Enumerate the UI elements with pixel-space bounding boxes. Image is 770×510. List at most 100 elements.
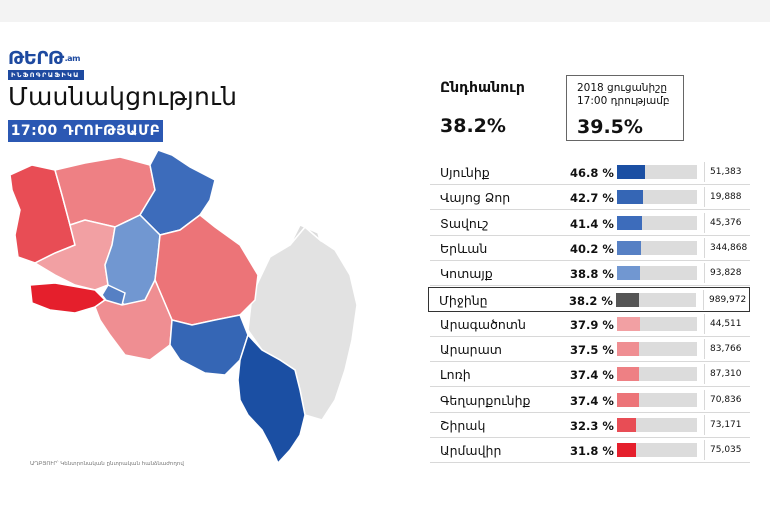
column-divider [704, 364, 705, 385]
column-divider [704, 440, 705, 461]
region-row: Կոտայք 38.8 % 93,828 [430, 261, 750, 287]
turnout-bar [617, 190, 643, 205]
logo-subtitle: ԻՆՖՈԳՐԱՖԻԿԱ [8, 70, 84, 80]
voter-count: 70,836 [710, 394, 742, 405]
previous-year-box: 2018 ցուցանիշը 17:00 դրությամբ 39.5% [566, 75, 684, 141]
turnout-bar-track [617, 392, 697, 407]
row-divider [430, 386, 750, 388]
region-percent: 38.8 % [570, 267, 614, 282]
column-divider [704, 187, 705, 208]
region-percent: 37.9 % [570, 317, 614, 332]
previous-year-value: 39.5% [577, 116, 643, 138]
turnout-bar-track [617, 342, 697, 357]
region-row: Արմավիր 31.8 % 75,035 [430, 438, 750, 464]
region-percent: 31.8 % [570, 444, 614, 459]
map-region-vayots-dzor [169, 314, 249, 376]
page-title: Մասնակցություն [8, 82, 238, 111]
region-row: Երևան 40.2 % 344,868 [430, 236, 750, 261]
voter-count: 87,310 [710, 369, 742, 380]
region-name: Արմավիր [440, 443, 502, 459]
region-row: Վայոց Ձոր 42.7 % 19,888 [430, 185, 750, 211]
row-divider [430, 259, 750, 261]
column-divider [703, 289, 704, 310]
logo-text: ԹԵՐԹ [8, 48, 64, 69]
turnout-bar [617, 367, 640, 382]
region-name: Վայոց Ձոր [440, 190, 511, 206]
map-neighbor-area-north [289, 224, 322, 246]
region-name: Կոտայք [440, 266, 493, 282]
region-percent: 46.8 % [570, 166, 614, 180]
turnout-bar [617, 392, 640, 407]
turnout-bar [616, 292, 639, 307]
voter-count: 45,376 [710, 217, 742, 228]
turnout-bar-track [617, 367, 697, 382]
turnout-bar-track [617, 240, 697, 255]
turnout-bar-track [616, 292, 696, 307]
row-divider [430, 462, 750, 464]
row-divider [430, 335, 750, 337]
region-name: Սյունիք [440, 165, 490, 180]
region-name: Երևան [440, 240, 488, 256]
row-divider [430, 437, 750, 438]
region-name: Գեղարքունիք [440, 392, 531, 408]
region-percent: 38.2 % [569, 293, 613, 308]
turnout-bar-track [617, 165, 697, 179]
region-name: Լոռի [440, 367, 471, 383]
voter-count: 344,868 [710, 242, 748, 253]
row-divider [430, 209, 750, 211]
column-divider [704, 237, 705, 258]
overall-value: 38.2% [440, 115, 506, 137]
turnout-bar [617, 342, 640, 357]
turnout-bar-track [617, 266, 697, 281]
voter-count: 989,972 [709, 294, 747, 305]
source-caption: ԱՂԲՅՈՒՐ՝ Կենտրոնական ընտրական հանձնաժողո… [30, 461, 184, 467]
row-divider [430, 234, 750, 236]
armenia-regions-map [9, 149, 358, 465]
average-row: Միջինը 38.2 % 989,972 [428, 286, 750, 312]
turnout-bar-track [617, 418, 697, 432]
column-divider [704, 415, 705, 435]
voter-count: 73,171 [710, 420, 742, 430]
region-percent: 32.3 % [570, 419, 614, 433]
voter-count: 44,511 [710, 318, 742, 329]
region-row: Լոռի 37.4 % 87,310 [430, 362, 750, 388]
voter-count: 93,828 [710, 268, 742, 279]
column-divider [704, 212, 705, 233]
region-name: Միջինը [439, 292, 488, 308]
top-band [0, 0, 770, 22]
region-percent: 42.7 % [570, 191, 614, 206]
region-name: Շիրակ [440, 418, 486, 433]
overall-label: Ընդհանուր [440, 80, 525, 96]
region-row: Արագածոտն 37.9 % 44,511 [430, 312, 750, 337]
voter-count: 51,383 [710, 167, 742, 177]
turnout-bar [617, 240, 642, 255]
region-percent: 37.4 % [570, 368, 614, 383]
column-divider [704, 263, 705, 284]
region-percent: 41.4 % [570, 216, 614, 231]
turnout-bar-track [617, 190, 697, 205]
voter-count: 75,035 [710, 445, 742, 456]
turnout-bar [617, 418, 637, 432]
region-row: Արարատ 37.5 % 83,766 [430, 337, 750, 363]
region-row: Սյունիք 46.8 % 51,383 [430, 160, 750, 185]
turnout-bar [617, 215, 642, 230]
logo-suffix: .am [64, 54, 81, 63]
column-divider [704, 162, 705, 182]
region-name: Արագածոտն [440, 316, 526, 332]
turnout-bar-track [617, 215, 697, 230]
region-row: Տավուշ 41.4 % 45,376 [430, 211, 750, 236]
column-divider [704, 313, 705, 334]
region-percent: 37.4 % [570, 393, 614, 408]
turnout-bar [617, 316, 640, 331]
previous-year-label: 2018 ցուցանիշը 17:00 դրությամբ [577, 82, 670, 107]
voter-count: 83,766 [710, 344, 742, 355]
turnout-bar [617, 443, 637, 458]
region-row: Գեղարքունիք 37.4 % 70,836 [430, 388, 750, 413]
row-divider [430, 361, 750, 363]
row-divider [430, 411, 750, 413]
voter-count: 19,888 [710, 192, 742, 203]
region-percent: 37.5 % [570, 343, 614, 358]
column-divider [704, 339, 705, 360]
turnout-bar-track [617, 443, 697, 458]
